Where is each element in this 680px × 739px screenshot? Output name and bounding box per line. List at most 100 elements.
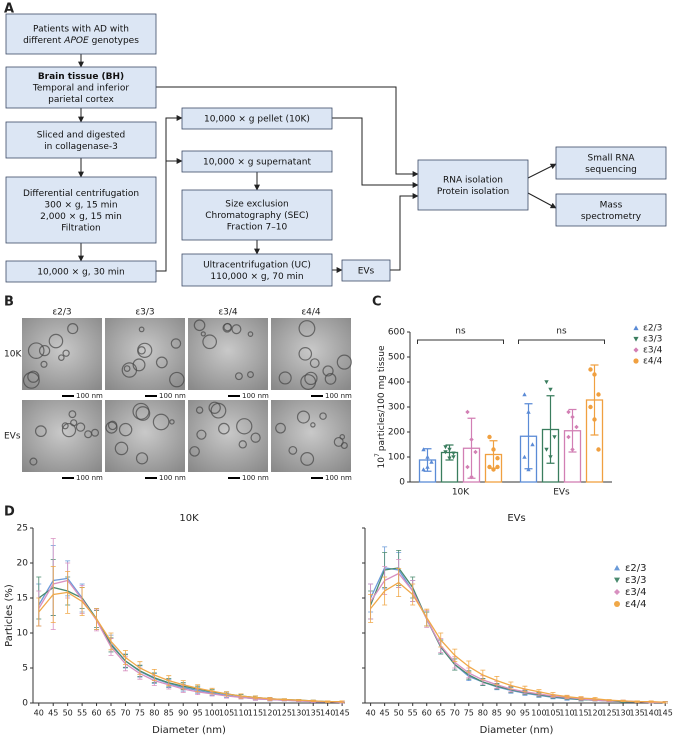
flow-text-part: 2,000 × g, 15 min xyxy=(40,211,122,221)
ns-bracket xyxy=(417,339,504,344)
y-tick-label: 200 xyxy=(388,428,405,438)
line xyxy=(370,567,666,703)
vesicle xyxy=(309,358,320,369)
x-tick-label: 100 xyxy=(204,709,219,718)
y-tick-label: 100 xyxy=(388,453,405,463)
point xyxy=(596,447,601,452)
x-axis-label: Diameter (nm) xyxy=(480,725,554,736)
flow-text: Protein isolation xyxy=(437,186,509,196)
line xyxy=(38,577,343,703)
x-tick-label: 85 xyxy=(492,709,502,718)
flow-text: 110,000 × g, 70 min xyxy=(210,271,303,281)
flow-text: 10,000 × g, 30 min xyxy=(37,267,124,277)
vesicle xyxy=(62,349,70,357)
vesicle xyxy=(58,354,65,361)
line xyxy=(370,567,666,703)
vesicle xyxy=(222,323,232,333)
flow-text: RNA isolation xyxy=(443,175,503,185)
legend-marker xyxy=(614,589,620,595)
flow-text: Filtration xyxy=(61,223,101,233)
flow-text-part: 300 × g, 15 min xyxy=(44,200,117,210)
panel-label: D xyxy=(4,505,15,520)
point xyxy=(451,451,456,456)
vesicle xyxy=(208,401,221,414)
flow-box xyxy=(181,150,333,173)
point xyxy=(566,409,571,415)
column-label: ε2/3 xyxy=(52,308,71,318)
x-tick-label: 90 xyxy=(178,709,188,718)
flow-text-part: Size exclusion xyxy=(225,199,288,209)
x-tick-label: 120 xyxy=(262,709,277,718)
y-tick-label: 300 xyxy=(388,403,405,413)
y-label-exponent: 7 xyxy=(374,453,381,457)
point xyxy=(425,454,430,459)
point xyxy=(421,467,426,472)
column-label: ε3/4 xyxy=(218,308,238,318)
x-tick-label: 130 xyxy=(291,709,306,718)
point xyxy=(491,467,496,472)
vesicle xyxy=(324,373,337,385)
row-label: EVs xyxy=(4,432,21,442)
panel-label: B xyxy=(4,295,14,310)
point xyxy=(443,445,448,450)
annotation: ns xyxy=(455,327,466,337)
flow-box xyxy=(555,146,667,180)
column-label: ε3/3 xyxy=(135,308,154,318)
flow-text-part: Fraction 7–10 xyxy=(227,222,288,232)
vesicle xyxy=(84,430,93,439)
x-tick-label: 40 xyxy=(366,709,376,718)
flow-text: spectrometry xyxy=(581,211,642,221)
flow-text: Fraction 7–10 xyxy=(227,222,288,232)
flow-box xyxy=(5,121,157,159)
vesicle xyxy=(40,360,48,368)
flow-text-part: Ultracentrifugation (UC) xyxy=(203,260,311,270)
error-bar xyxy=(368,594,374,623)
vesicle xyxy=(247,331,254,337)
micrograph xyxy=(105,318,185,390)
legend-marker xyxy=(633,347,639,353)
vesicle xyxy=(27,342,45,359)
vesicle xyxy=(322,365,334,377)
x-tick-label: 50 xyxy=(63,709,73,718)
flow-text-part: 10,000 × g supernatant xyxy=(203,157,311,167)
x-tick-label: 145 xyxy=(658,709,673,718)
vesicle xyxy=(152,413,170,431)
scale-bar-label: 100 nm xyxy=(242,392,269,400)
vesicle xyxy=(29,457,38,466)
flow-text-part: Small RNA xyxy=(588,153,636,163)
y-axis-label: 107 particles/100 mg tissue xyxy=(374,345,387,468)
vesicle xyxy=(278,371,292,385)
y-tick-label: 20 xyxy=(17,559,29,569)
flow-box xyxy=(181,253,333,287)
flow-text: Patients with AD with xyxy=(33,24,129,34)
legend-label: ε4/4 xyxy=(625,599,647,610)
x-tick-label: 80 xyxy=(149,709,159,718)
point xyxy=(429,459,434,464)
x-tick-label: 45 xyxy=(48,709,58,718)
point xyxy=(592,372,597,377)
flow-box xyxy=(5,13,157,55)
flow-text-part: Chromatography (SEC) xyxy=(205,211,309,221)
micrograph xyxy=(188,318,268,390)
flow-text: in collagenase-3 xyxy=(44,141,118,151)
flow-text-part: Sliced and digested xyxy=(37,130,126,140)
x-tick-label: 55 xyxy=(77,709,87,718)
flow-text-part: 10,000 × g, 30 min xyxy=(37,267,124,277)
x-tick-label: 110 xyxy=(233,709,248,718)
vesicle xyxy=(319,412,327,420)
vesicle xyxy=(38,344,51,357)
y-tick-label: 400 xyxy=(388,378,405,388)
legend-label: ε3/4 xyxy=(643,346,663,356)
vesicle xyxy=(238,440,247,449)
point xyxy=(421,447,426,452)
vesicle xyxy=(234,372,243,381)
arrow xyxy=(332,117,419,188)
y-label-text: particles/100 mg tissue xyxy=(377,345,387,451)
flow-box xyxy=(5,66,157,109)
x-tick-label: 65 xyxy=(106,709,116,718)
x-tick-label: 105 xyxy=(219,709,234,718)
vesicle xyxy=(121,362,138,378)
y-label-base: 10 xyxy=(377,457,387,469)
vesicle xyxy=(218,422,230,435)
point xyxy=(592,417,597,422)
